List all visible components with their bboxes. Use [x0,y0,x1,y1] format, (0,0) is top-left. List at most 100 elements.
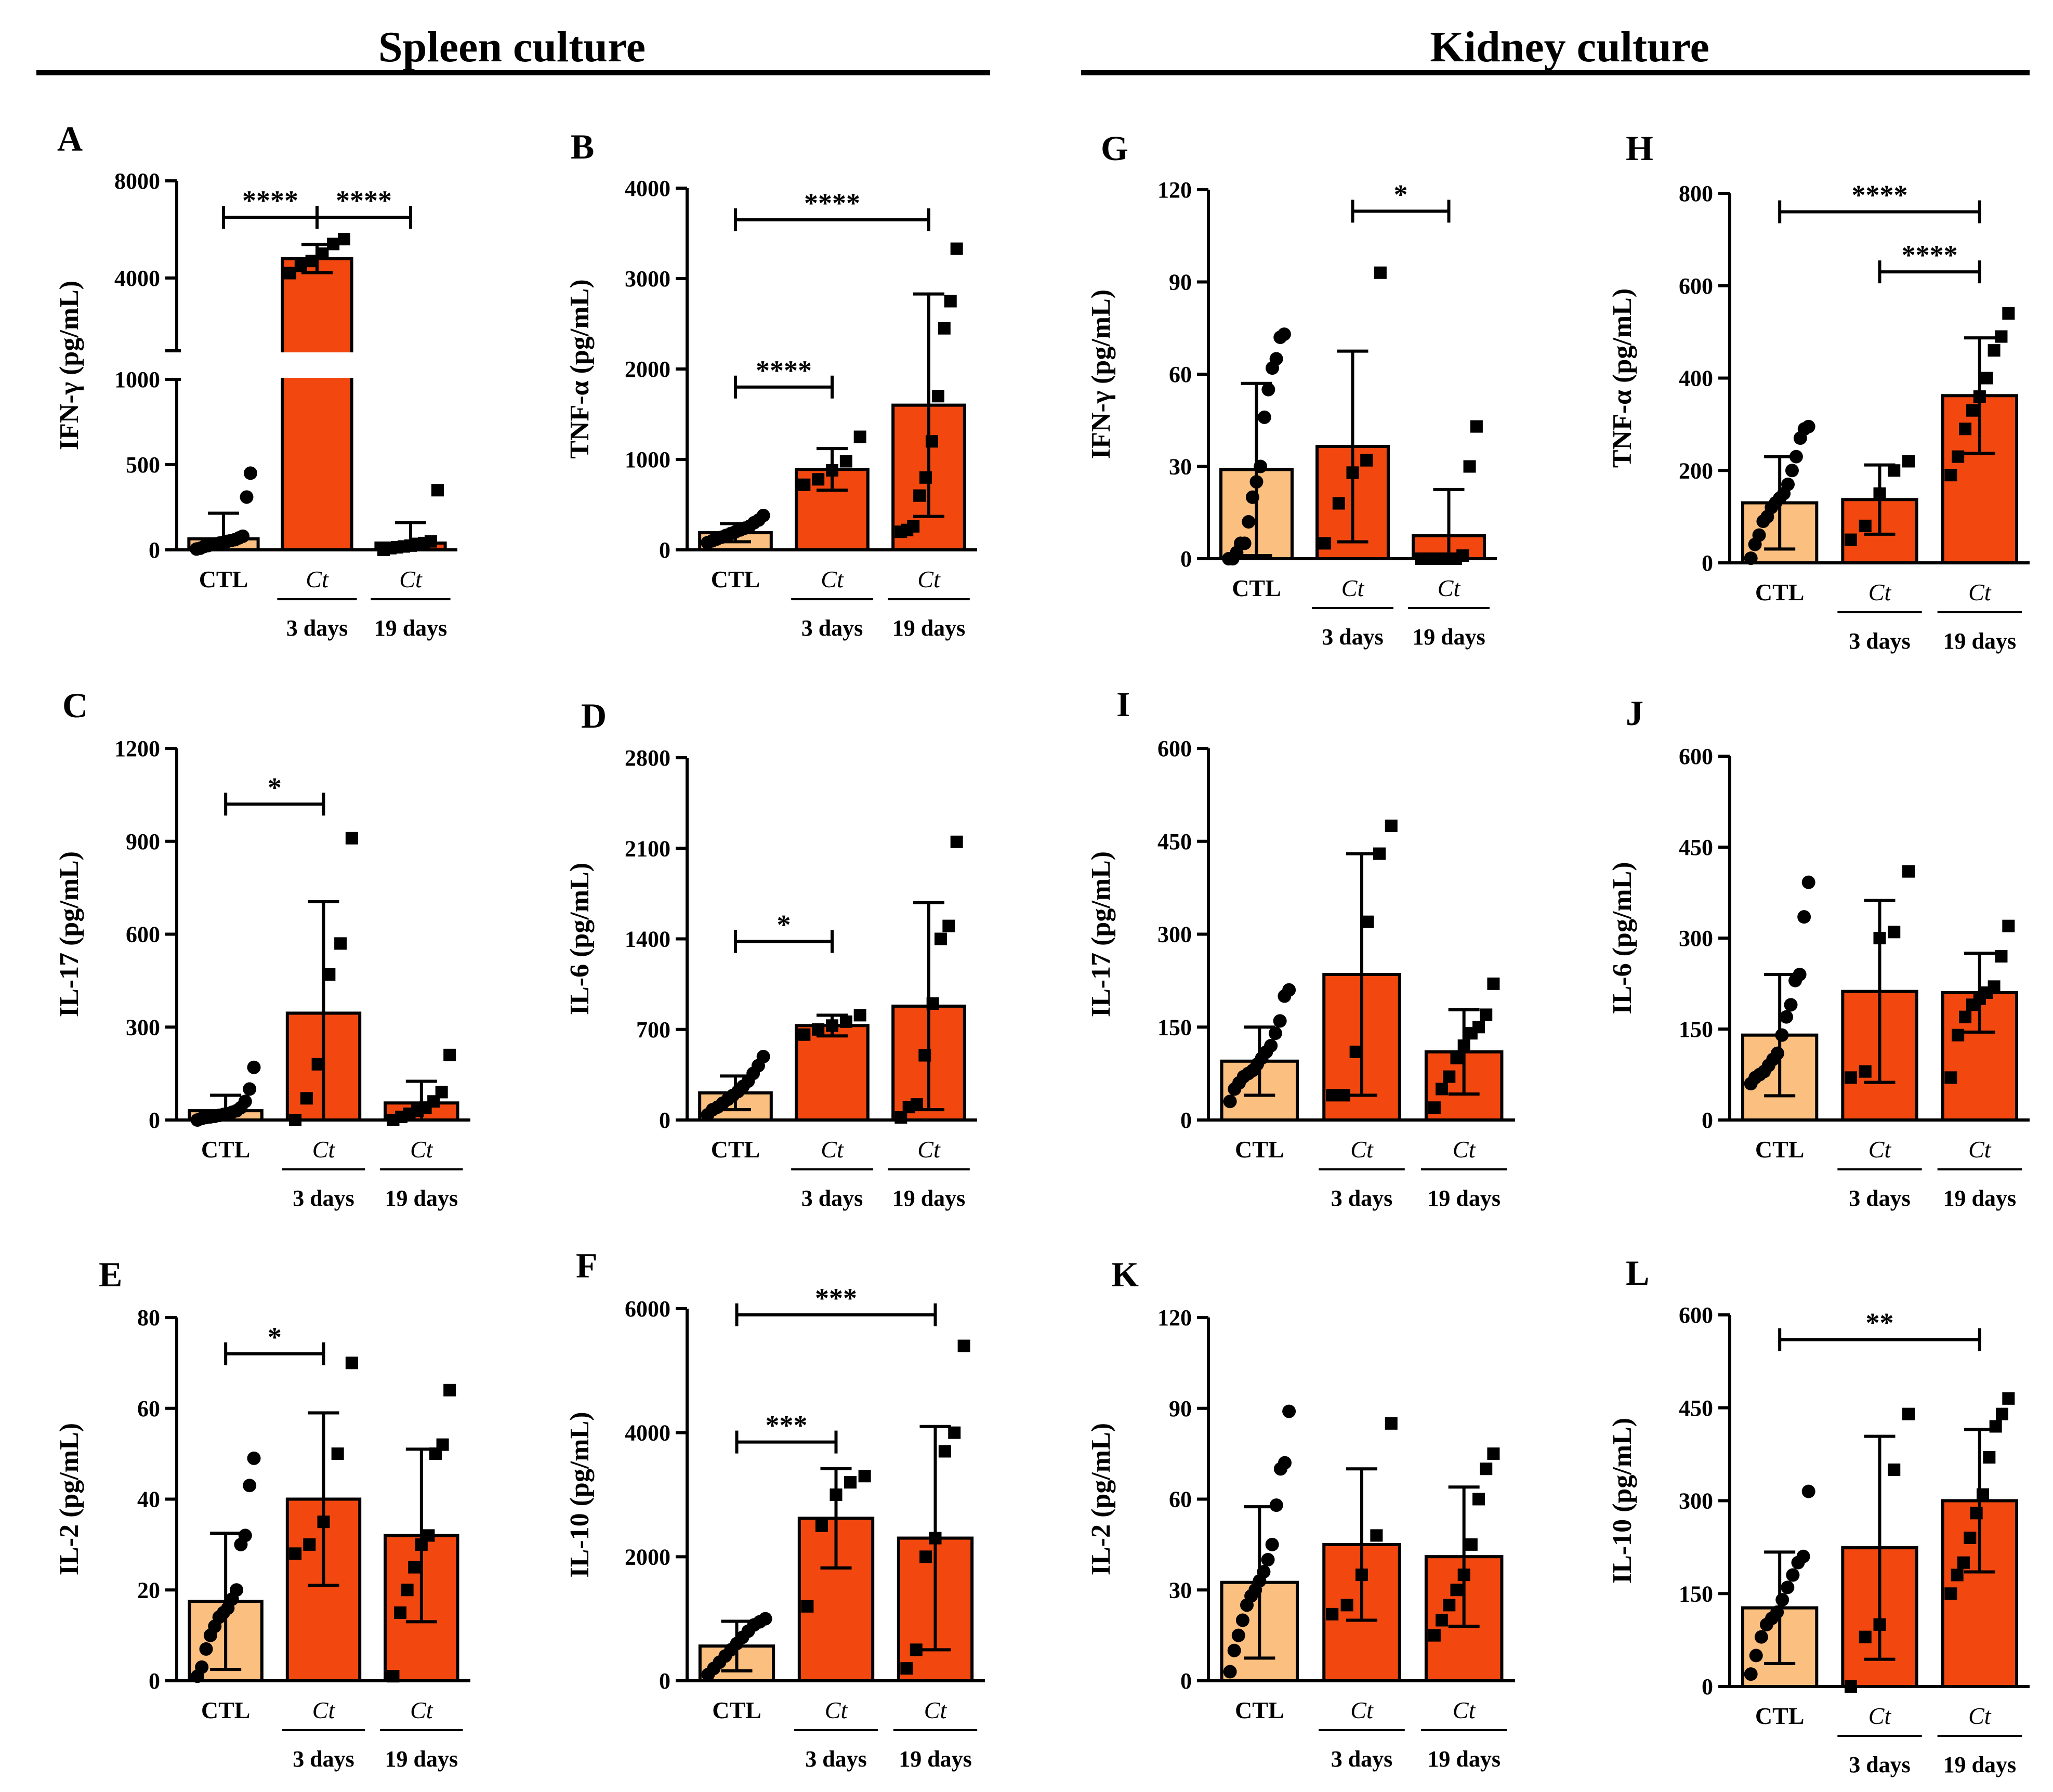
data-point [199,1642,213,1656]
data-point [1436,1614,1449,1627]
data-point [826,464,838,477]
data-point [1428,1101,1441,1114]
x-sublabel: 3 days [1849,628,1911,654]
data-point [1249,475,1264,489]
x-sublabel: 3 days [1331,1185,1393,1211]
y-tick-label: 600 [1679,1302,1713,1328]
data-point [317,1516,330,1529]
data-point [236,529,250,543]
data-point [1859,1065,1872,1078]
y-tick-label: 30 [1169,1577,1192,1603]
data-point [1450,1584,1463,1597]
x-tick-label: Ct [917,1136,941,1163]
data-point [1770,1605,1784,1619]
y-tick-label: 0 [1702,550,1713,576]
data-point [801,1600,814,1613]
data-point [1952,1029,1965,1042]
sig-label: * [268,1322,282,1353]
y-tick-label: 40 [137,1487,160,1512]
data-point [756,1050,770,1064]
data-point [1374,266,1387,279]
data-point [1793,968,1807,981]
data-point [1235,1613,1249,1627]
panel-i: I 0 150 300 450 600 IL-17 (pg/mL) CTL Ct 3 days Ct… [1086,684,1515,1211]
data-point [431,484,444,497]
data-point [919,1550,932,1563]
data-point [387,1670,400,1683]
x-tick-label: Ct [917,566,941,592]
y-tick-label: 900 [126,829,160,854]
data-point [1257,1565,1271,1579]
sig-label: **** [242,185,298,216]
y-axis-label: IL-10 (pg/mL) [565,1412,595,1577]
y-tick-label: 2800 [625,745,670,771]
panel-letter: F [576,1246,598,1285]
data-point [443,1383,456,1396]
data-point [1360,454,1373,467]
x-sublabel: 3 days [1849,1752,1911,1777]
data-point [925,435,938,448]
data-point [812,1023,825,1036]
data-point [1457,1569,1470,1582]
panel-letter: H [1626,128,1653,168]
data-point [1966,404,1979,417]
data-point [900,1662,913,1675]
y-axis-label: IL-17 (pg/mL) [1086,851,1116,1017]
y-axis-label: IL-6 (pg/mL) [565,863,595,1015]
x-tick-label: Ct [821,566,844,592]
x-tick-label: CTL [1755,1703,1805,1729]
y-tick-label: 60 [137,1396,160,1421]
sig-label: * [268,772,282,803]
data-point [1973,390,1986,403]
panel-letter: G [1101,128,1128,168]
x-tick-label: CTL [201,1697,251,1723]
data-point [1231,1628,1245,1642]
data-point [1752,528,1766,542]
x-sublabel: 19 days [385,1185,458,1211]
data-point [1952,450,1965,463]
data-point [1487,977,1500,990]
y-tick-label: 0 [149,1108,160,1133]
x-tick-label: Ct [825,1697,848,1723]
y-axis-label: IL-2 (pg/mL) [55,1423,84,1575]
data-point [1797,910,1811,924]
data-point [1480,1462,1493,1475]
x-tick-label: Ct [312,1136,336,1163]
y-tick-label: 150 [1679,1017,1713,1042]
x-tick-label: CTL [201,1136,251,1163]
data-point [1238,536,1252,550]
y-tick-label: 600 [1679,273,1713,299]
data-point [1859,1630,1872,1643]
data-point [1373,847,1386,860]
sig-label: **** [336,185,392,216]
sig-label: **** [804,188,860,219]
x-tick-label: Ct [410,1697,433,1723]
x-tick-label: Ct [1438,575,1461,601]
panel-b: B 0 1000 2000 3000 4000 TNF-α (pg/mL) CTL Ct 3 da… [565,127,977,641]
panel-letter: L [1626,1253,1649,1293]
data-point [844,1476,857,1489]
data-point [2002,307,2015,320]
data-point [1988,344,2001,357]
x-tick-label: Ct [924,1697,947,1723]
data-point [238,1529,252,1543]
data-point [1781,1580,1795,1595]
data-point [1223,1665,1237,1679]
y-tick-label: 60 [1169,1487,1192,1512]
y-tick-label: 600 [1679,744,1713,769]
data-point [1361,915,1374,928]
y-tick-label: 4000 [625,1420,670,1446]
data-point [1859,519,1872,532]
y-axis-label: TNF-α (pg/mL) [565,279,595,458]
data-point [408,1561,421,1574]
data-point [1227,1643,1241,1657]
data-point [300,1092,313,1105]
bar-2 [281,257,353,551]
data-point [1326,1607,1339,1620]
data-point [1789,450,1803,464]
x-tick-label: CTL [1235,1697,1284,1723]
y-tick-label: 1000 [625,447,670,472]
panel-k: K 0 30 60 90 120 IL-2 (pg/mL) CTL Ct 3 days Ct 19 d… [1086,1255,1515,1772]
data-point [839,455,852,468]
